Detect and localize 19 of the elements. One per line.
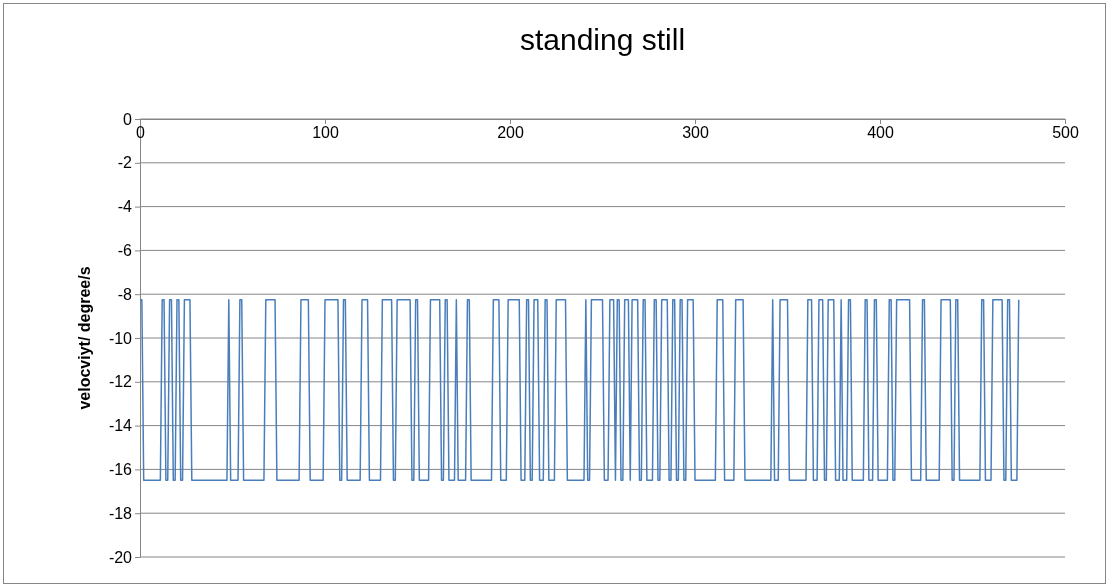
y-tick-label: -12: [108, 373, 133, 391]
y-tick-label: 0: [123, 110, 133, 128]
y-tick-label: -16: [108, 461, 133, 479]
y-axis-title: velocviyt/ degree/s: [76, 266, 93, 410]
y-tick-label: -2: [117, 154, 133, 172]
y-tick-label: -14: [108, 417, 133, 435]
x-tick-label: 200: [497, 124, 524, 142]
y-tick-label: -20: [108, 548, 133, 566]
x-tick-label: 300: [682, 124, 709, 142]
x-tick-label: 100: [312, 124, 339, 142]
y-tick-label: -18: [108, 504, 133, 522]
y-tick-label: -6: [117, 242, 133, 260]
chart-title: standing still: [519, 23, 686, 56]
y-tick-label: -10: [108, 329, 133, 347]
x-tick-label: 0: [136, 124, 146, 142]
y-tick-label: -4: [117, 198, 133, 216]
x-tick-label: 500: [1052, 124, 1079, 142]
y-tick-label: -8: [117, 285, 133, 303]
x-tick-label: 400: [867, 124, 894, 142]
